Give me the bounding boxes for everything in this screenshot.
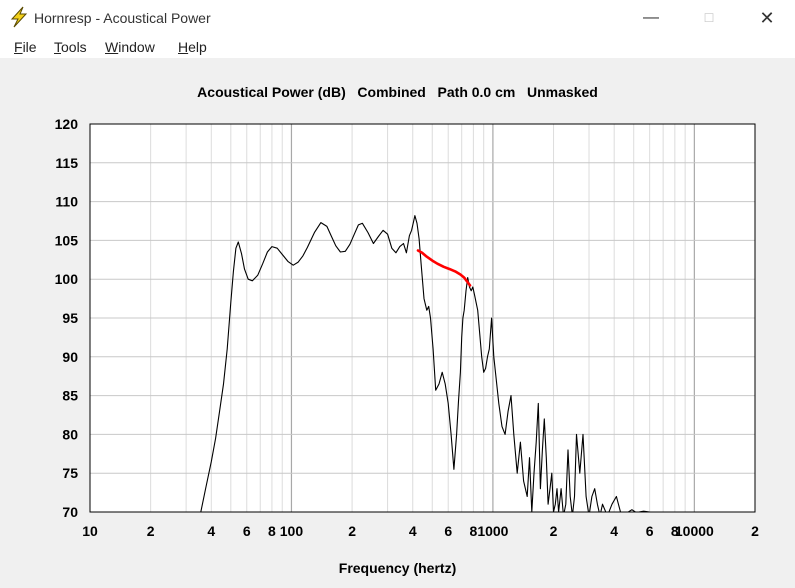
plot-frame — [89, 123, 756, 513]
x-tick-label: 1000 — [477, 523, 508, 539]
x-tick-label: 100 — [280, 523, 304, 539]
x-tick-label: 2 — [147, 523, 155, 539]
y-tick-label: 90 — [62, 349, 78, 365]
x-tick-label: 6 — [444, 523, 452, 539]
y-tick-label: 105 — [55, 232, 79, 248]
y-tick-label: 70 — [62, 504, 78, 520]
x-tick-label: 2 — [550, 523, 558, 539]
y-tick-label: 120 — [55, 116, 79, 132]
x-tick-label: 8 — [671, 523, 679, 539]
chart-title: Acoustical Power (dB) Combined Path 0.0 … — [197, 84, 598, 100]
response-series-line — [200, 215, 651, 512]
y-tick-label: 95 — [62, 310, 78, 326]
x-tick-label: 10 — [82, 523, 98, 539]
x-tick-label: 6 — [243, 523, 251, 539]
x-tick-label: 8 — [268, 523, 276, 539]
menu-file[interactable]: File — [14, 39, 37, 55]
y-tick-label: 85 — [62, 388, 78, 404]
x-tick-label: 10000 — [675, 523, 714, 539]
y-tick-label: 100 — [55, 271, 79, 287]
minimize-button[interactable]: — — [643, 9, 659, 26]
x-tick-label: 4 — [207, 523, 215, 539]
x-tick-label: 6 — [646, 523, 654, 539]
highlight-series-line — [416, 249, 472, 287]
x-tick-label: 2 — [348, 523, 356, 539]
menu-help[interactable]: Help — [178, 39, 207, 55]
x-tick-label: 2 — [751, 523, 759, 539]
menu-tools[interactable]: Tools — [54, 39, 87, 55]
window-title: Hornresp - Acoustical Power — [34, 10, 211, 26]
maximize-button[interactable]: ☐ — [703, 11, 715, 25]
y-tick-label: 115 — [55, 155, 78, 171]
y-tick-label: 80 — [62, 426, 78, 442]
y-tick-label: 110 — [55, 194, 78, 210]
lightning-bolt-icon — [10, 6, 28, 28]
x-tick-label: 4 — [610, 523, 618, 539]
x-tick-label: 8 — [469, 523, 477, 539]
menu-bar: File Tools Window Help — [0, 36, 795, 58]
close-button[interactable]: ✕ — [759, 8, 775, 28]
y-tick-label: 75 — [62, 465, 78, 481]
title-bar: Hornresp - Acoustical Power — ☐ ✕ — [0, 0, 795, 36]
menu-window[interactable]: Window — [105, 39, 155, 55]
x-axis-label: Frequency (hertz) — [338, 560, 457, 576]
x-tick-label: 4 — [409, 523, 417, 539]
